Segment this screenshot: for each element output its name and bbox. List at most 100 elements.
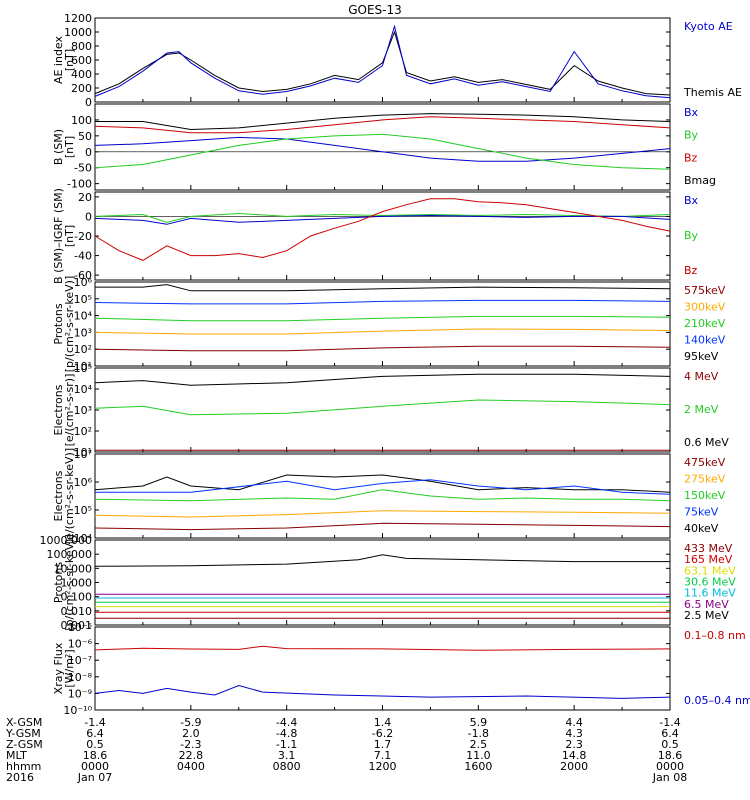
panel-5: 10¹ 10² 10³ 10⁴ 10⁵ Electrons[e/(cm²-s-sr)] 4 … — [52, 362, 729, 459]
axis-table: X-GSMY-GSMZ-GSMMLThhmm2016-1.46.40.518.6… — [5, 716, 687, 784]
y-axis-label: [p/(cm²-s-sr-keV)] — [63, 276, 76, 373]
y-tick-label: -60 — [74, 269, 92, 282]
legend-entry: Bx — [684, 106, 699, 119]
y-axis-label: B (SM)–IGRF (SM) — [52, 188, 65, 284]
legend-entry: 2 MeV — [684, 403, 719, 416]
legend-entry: 95keV — [684, 350, 719, 363]
axis-cell: -4.8 — [276, 727, 297, 740]
panel-frame — [94, 367, 671, 453]
y-tick-label: 1000 — [64, 26, 92, 39]
y-tick-label: 10⁷ — [74, 448, 92, 461]
axis-cell: 0.5 — [86, 738, 104, 751]
axis-cell: 6.4 — [86, 727, 104, 740]
legend-entry: Themis AE — [683, 86, 742, 99]
axis-cell: 5.9 — [470, 716, 488, 729]
series-line-300kev — [94, 328, 671, 335]
series-line-bz — [94, 198, 671, 261]
series-line-150kev — [94, 489, 671, 502]
series-line-2-mev — [94, 399, 671, 416]
y-tick-label: 10¹ — [74, 360, 92, 373]
legend-entry: 575keV — [684, 284, 726, 297]
series-line-0-6-mev — [94, 373, 671, 386]
legend-entry: 40keV — [684, 522, 719, 535]
y-tick-label: 0.010 — [61, 605, 93, 618]
legend-entry: 63.1 MeV — [684, 564, 736, 577]
y-axis-label: [e/(cm²-s-sr-keV)] — [63, 448, 76, 544]
axis-cell: 2000 — [560, 760, 588, 773]
y-axis-label: [nT] — [63, 49, 76, 71]
axis-cell: 2.3 — [565, 738, 583, 751]
y-axis-label: [W/m²] — [63, 649, 76, 687]
axis-cell: 4.4 — [565, 716, 583, 729]
legend-entry: 4 MeV — [684, 370, 719, 383]
y-tick-label: -50 — [74, 162, 92, 175]
panel-6: 10⁴ 10⁵ 10⁶ 10⁷ Electrons[e/(cm²-s-sr-keV)] 4… — [52, 448, 726, 545]
axis-cell: 6.4 — [661, 727, 679, 740]
panel-frame — [94, 281, 671, 367]
series-line-275kev — [94, 510, 671, 518]
axis-cell: 11.0 — [466, 749, 491, 762]
y-tick-label: 10⁵ — [74, 504, 92, 517]
legend-entry: 75keV — [684, 506, 719, 519]
y-tick-label: 200 — [71, 82, 92, 95]
legend-entry: 0.1–0.8 nm — [684, 629, 746, 642]
y-tick-label: 100.000 — [47, 548, 93, 561]
axis-row-label: 2016 — [6, 771, 34, 784]
axis-cell: Jan 08 — [652, 771, 687, 784]
axis-cell: 1600 — [464, 760, 492, 773]
y-axis-label: AE index — [52, 35, 65, 84]
axis-cell: -4.4 — [276, 716, 297, 729]
y-axis-label: Xray Flux — [52, 642, 65, 694]
y-tick-label: -20 — [74, 230, 92, 243]
axis-row-label: Z-GSM — [6, 738, 43, 751]
series-line-themis-ae — [94, 30, 671, 96]
y-axis-label: B (SM) — [52, 129, 65, 165]
axis-cell: 2.5 — [470, 738, 488, 751]
series-line-0-1-0-8-nm — [94, 645, 671, 651]
legend-entry: 300keV — [684, 301, 726, 314]
axis-cell: 1.4 — [374, 716, 392, 729]
y-tick-label: 10⁻⁹ — [68, 687, 92, 700]
legend-entry: Bx — [684, 194, 699, 207]
axis-cell: -1.4 — [659, 716, 680, 729]
axis-cell: 0400 — [177, 760, 205, 773]
series-line-bx — [94, 214, 671, 225]
y-tick-label: 10⁻⁷ — [68, 654, 92, 667]
y-tick-label: 0 — [85, 96, 92, 109]
y-tick-label: 10¹ — [74, 446, 92, 459]
axis-cell: -1.8 — [468, 727, 489, 740]
legend-entry: 433 MeV — [684, 542, 733, 555]
axis-row-label: hhmm — [6, 760, 41, 773]
legend-entry: 11.6 MeV — [684, 587, 736, 600]
axis-cell: 7.1 — [374, 749, 392, 762]
axis-cell: 0800 — [273, 760, 301, 773]
y-tick-label: 20 — [78, 191, 92, 204]
y-tick-label: 10⁻¹⁰ — [63, 704, 92, 717]
axis-cell: 1200 — [369, 760, 397, 773]
axis-cell: 4.3 — [565, 727, 583, 740]
series-line-kyoto-ae — [94, 24, 671, 99]
y-axis-label: [nT] — [63, 136, 76, 158]
y-tick-label: 10⁴ — [74, 383, 93, 396]
y-tick-label: 10³ — [74, 404, 92, 417]
y-tick-label: -40 — [74, 250, 92, 263]
legend-entry: Bz — [684, 151, 698, 164]
y-tick-label: 100 — [71, 114, 92, 127]
y-tick-label: 10⁶ — [74, 276, 93, 289]
y-axis-label: [p/(cm²-s-sr-keV)] — [63, 534, 76, 631]
plot-title: GOES-13 — [348, 3, 402, 17]
y-tick-label: 0.001 — [61, 619, 93, 632]
axis-cell: -1.1 — [276, 738, 297, 751]
legend-entry: 0.6 MeV — [684, 436, 729, 449]
axis-cell: 22.8 — [179, 749, 204, 762]
legend-entry: 6.5 MeV — [684, 598, 729, 611]
series-line-bx — [94, 136, 671, 162]
legend-entry: 0.05–0.4 nm — [684, 694, 750, 707]
legend-entry: 475keV — [684, 456, 726, 469]
series-line-40kev — [94, 474, 671, 493]
axis-row-label: MLT — [6, 749, 27, 762]
